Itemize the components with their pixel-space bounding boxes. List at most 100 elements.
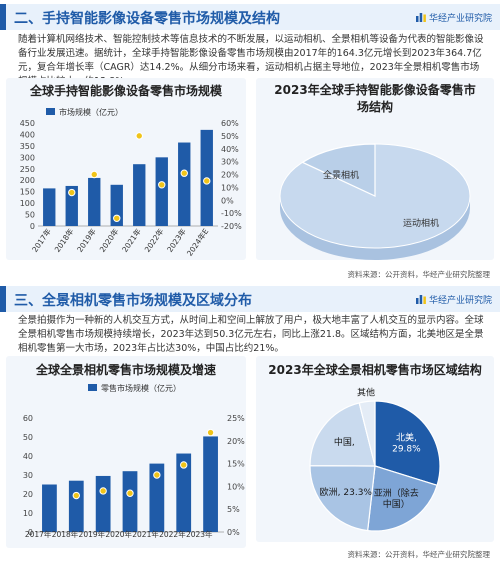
x-tick-label: 2020年 (105, 529, 132, 539)
pie-label: 29.8% (392, 444, 421, 454)
y2-tick-label: -10% (221, 209, 242, 218)
y-tick-label: 0 (28, 528, 33, 537)
pie-label: 其他 (357, 387, 375, 399)
y-tick-label: 0 (30, 222, 35, 231)
y2-tick-label: 0% (227, 528, 240, 537)
pie-slice (309, 464, 376, 532)
legend-swatch (88, 384, 97, 391)
brand-name: 华经产业研究院 (428, 14, 492, 24)
y-tick-label: 150 (20, 188, 35, 197)
bar (122, 471, 138, 532)
chart-title: 2023年全球手持智能影像设备零售市场结构 (274, 83, 476, 114)
chart-title: 全球全景相机零售市场规模及增速 (35, 363, 216, 377)
chart-card: 全球手持智能影像设备零售市场规模 市场规模（亿元） 0 50 100 150 200 250… (6, 78, 246, 260)
pie-label: 中国） (383, 498, 410, 510)
header-accent-bar (0, 286, 6, 312)
chart-card: 2023年全球全景相机零售市场区域结构 北美, 29.8% 亚洲（除去 中国） 欧洲, … (256, 356, 494, 542)
legend-label: 市场规模（亿元） (59, 107, 123, 117)
bar (178, 142, 191, 226)
y-tick-label: 200 (20, 176, 35, 185)
bar (95, 475, 111, 532)
x-tick-label: 2018年 (52, 529, 79, 539)
pie-label: 北美, (396, 431, 417, 443)
growth-marker (126, 489, 134, 497)
brand: 华经产业研究院 (415, 11, 492, 24)
y-tick-label: 40 (23, 452, 33, 461)
y2-tick-label: 25% (227, 414, 245, 423)
x-tick-label: 2022年 (159, 529, 186, 539)
growth-marker (206, 428, 215, 437)
x-tick-label: 2019年 (74, 226, 98, 254)
x-tick-label: 2018年 (52, 226, 76, 254)
pie-slice (358, 400, 376, 467)
y2-tick-label: 20% (221, 171, 239, 180)
brand: 华经产业研究院 (415, 293, 492, 306)
section-paragraph: 全景拍摄作为一种新的人机交互方式，从时间上和空间上解放了用户，极大地丰富了人机交… (18, 315, 484, 354)
bar (65, 185, 78, 226)
y-tick-label: 250 (20, 165, 35, 174)
pie-label: 欧洲, 23.3% (320, 486, 373, 498)
growth-marker (72, 491, 80, 500)
source-note: 资料来源：公开资料，华经产业研究院整理 (347, 550, 491, 559)
bar (203, 436, 218, 532)
growth-marker (99, 487, 107, 495)
growth-marker (90, 170, 98, 179)
brand-logo-icon (415, 13, 426, 22)
pie-slice (309, 402, 376, 467)
bar (133, 164, 146, 226)
pie-label: 全景相机 (323, 169, 359, 181)
bar (155, 157, 168, 226)
bar (110, 184, 123, 226)
section-header: 三、全景相机零售市场规模及区域分布 华经产业研究院 (0, 286, 500, 312)
y2-tick-label: 15% (227, 460, 245, 469)
source-note: 资料来源：公开资料，华经产业研究院整理 (347, 270, 491, 279)
x-tick-label: 2017年 (25, 529, 52, 539)
growth-marker (180, 169, 188, 177)
x-tick-label: 2020年 (97, 226, 121, 254)
y2-tick-label: 0% (221, 196, 234, 205)
chart-card: 2023年全球手持智能影像设备零售市场结构 全景相机 运动相机 (256, 78, 494, 260)
chart-title: 全球手持智能影像设备零售市场规模 (29, 84, 222, 98)
header-accent-bar (0, 4, 6, 30)
y-tick-label: 450 (20, 119, 35, 128)
pie-slice (367, 465, 438, 532)
y-tick-label: 20 (23, 490, 33, 499)
growth-marker (153, 471, 161, 479)
y-tick-label: 50 (23, 433, 33, 442)
growth-marker (158, 181, 166, 189)
growth-marker (203, 177, 211, 185)
section-title: 二、手持智能影像设备零售市场规模及结构 (14, 11, 280, 27)
legend-swatch (46, 108, 55, 115)
section-header: 二、手持智能影像设备零售市场规模及结构 华经产业研究院 (0, 4, 500, 30)
y2-tick-label: 30% (221, 158, 239, 167)
y-tick-label: 50 (25, 211, 35, 220)
bar-chart: 零售市场规模（亿元） 0 10 20 30 40 50 60 0% 5% 10% 15% 20% 25% 2… (23, 383, 245, 539)
y2-tick-label: 5% (227, 505, 240, 514)
growth-marker (180, 461, 188, 469)
section-title: 三、全景相机零售市场规模及区域分布 (14, 293, 252, 309)
y2-tick-label: 50% (221, 132, 239, 141)
legend-label: 零售市场规模（亿元） (101, 383, 181, 393)
y-tick-label: 100 (20, 199, 35, 208)
x-tick-label: 2023年 (164, 226, 188, 254)
y-tick-label: 30 (23, 471, 33, 480)
bar (176, 453, 192, 532)
bar (88, 177, 101, 226)
x-tick-label: 2021年 (132, 529, 159, 539)
x-tick-label: 2021年 (119, 226, 143, 254)
x-tick-label: 2023年 (186, 529, 213, 539)
growth-marker (113, 214, 121, 222)
y2-tick-label: -20% (221, 222, 242, 231)
y-tick-label: 400 (20, 130, 35, 139)
y2-tick-label: 20% (227, 437, 245, 446)
chart-title: 2023年全球全景相机零售市场区域结构 (268, 363, 482, 377)
bar (149, 463, 165, 532)
y2-tick-label: 40% (221, 145, 239, 154)
x-tick-label: 2019年 (79, 529, 106, 539)
y-tick-label: 300 (20, 153, 35, 162)
bar-chart: 市场规模（亿元） 0 50 100 150 200 250 300 350 400 450 -20% -… (20, 107, 242, 258)
y-tick-label: 60 (23, 414, 33, 423)
y-tick-label: 10 (23, 509, 33, 518)
y2-tick-label: 10% (227, 482, 245, 491)
